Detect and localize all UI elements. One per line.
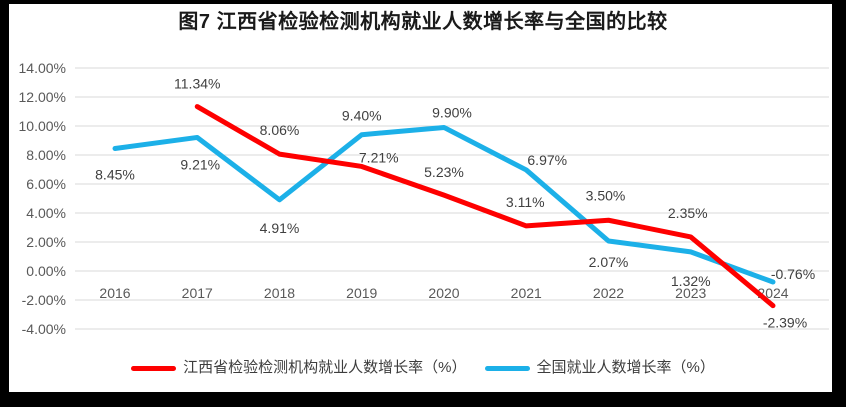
legend-item-jiangxi: 江西省检验检测机构就业人数增长率（%） xyxy=(131,359,467,377)
legend-item-national: 全国就业人数增长率（%） xyxy=(484,359,715,377)
legend-label-jiangxi: 江西省检验检测机构就业人数增长率（%） xyxy=(183,359,467,376)
chart-legend: 江西省检验检测机构就业人数增长率（%） 全国就业人数增长率（%） xyxy=(0,357,846,379)
legend-label-national: 全国就业人数增长率（%） xyxy=(536,359,715,376)
legend-swatch-national-line xyxy=(484,365,530,371)
legend-swatch-jiangxi-line xyxy=(131,365,177,371)
chart-panel xyxy=(9,4,832,392)
chart-title: 图7 江西省检验检测机构就业人数增长率与全国的比较 xyxy=(178,11,668,33)
